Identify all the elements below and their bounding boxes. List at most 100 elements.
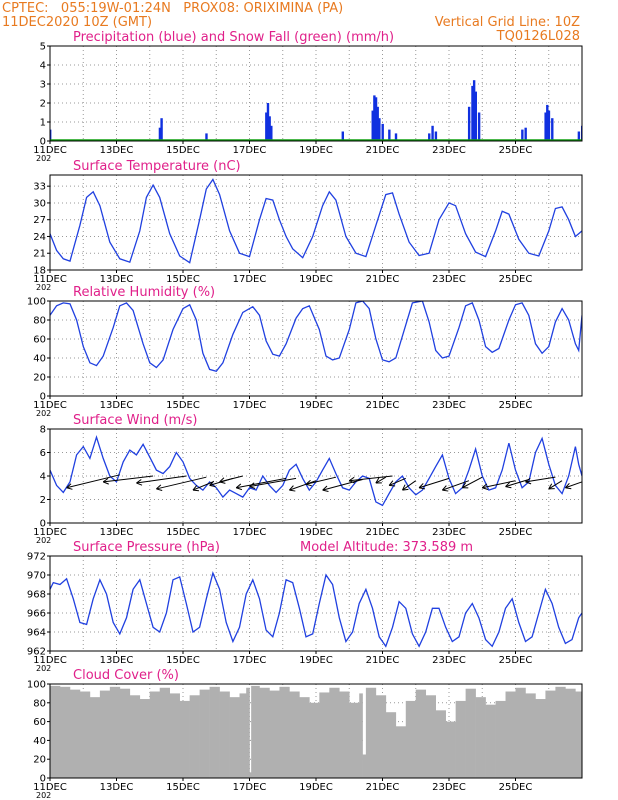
cloud-bar — [169, 693, 180, 778]
y-tick-label: 30 — [33, 198, 46, 209]
series-wind — [50, 435, 582, 507]
precip-bar — [268, 116, 271, 141]
y-tick-label: 966 — [27, 609, 46, 620]
x-tick-label: 11DEC — [33, 400, 67, 411]
x-tick-label: 25DEC — [499, 527, 533, 538]
cloud-bar — [219, 691, 230, 778]
y-tick-label: 970 — [27, 571, 46, 582]
cloud-bar — [339, 691, 350, 778]
cloud-bar — [329, 687, 340, 778]
cloud-bar — [251, 685, 260, 778]
precip-bar — [158, 127, 162, 141]
wind-arrow-head — [461, 482, 467, 489]
wind-arrow-head — [305, 479, 311, 485]
wind-arrow — [156, 476, 207, 490]
wind-arrow-head — [136, 479, 142, 484]
wind-arrow-head — [349, 480, 355, 484]
wind-arrow-head — [235, 483, 242, 489]
wind-arrow-head — [565, 487, 572, 490]
wind-arrow-head — [289, 485, 294, 491]
cloud-bar — [359, 693, 363, 778]
y-tick-label: 0 — [40, 774, 46, 785]
cloud-bar — [535, 699, 546, 778]
wind-arrow — [482, 480, 516, 489]
y-tick-label: 5 — [40, 42, 46, 53]
cloud-bar — [465, 688, 476, 778]
cloud-bar — [259, 687, 270, 778]
y-tick-label: 2 — [40, 495, 46, 506]
x-year-label: 202 — [36, 791, 51, 800]
x-tick-label: 15DEC — [166, 655, 200, 666]
y-tick-label: 4 — [40, 61, 46, 72]
precip-bar — [467, 106, 471, 141]
wind-arrow — [219, 475, 243, 483]
x-tick-label: 11DEC — [33, 274, 67, 285]
x-tick-label: 17DEC — [233, 782, 267, 793]
x-tick-label: 19DEC — [299, 145, 333, 156]
precip-bar — [371, 110, 374, 141]
header: CPTEC: 055:19W-01:24N PROX08: ORIXIMINA … — [2, 1, 580, 44]
cloud-bar — [50, 685, 61, 778]
x-tick-label: 23DEC — [432, 145, 466, 156]
panel-precip: 0 1 2 3 4 5 11DEC 13DEC 15DEC 17DEC 19DEC 21DEC 23DE… — [33, 30, 583, 163]
cloud-bar — [425, 695, 436, 778]
cloud-bar — [505, 691, 516, 778]
cloud-bar — [319, 692, 330, 778]
cloud-bar — [199, 689, 210, 778]
precip-bar — [577, 131, 581, 141]
cloud-bar — [415, 689, 427, 778]
y-tick-label: 80 — [33, 698, 46, 709]
header-station: CPTEC: 055:19W-01:24N PROX08: ORIXIMINA … — [2, 1, 343, 16]
wind-arrow-head — [192, 489, 199, 492]
cloud-bar — [246, 687, 250, 778]
precip-bar — [546, 104, 549, 141]
precip-bar — [477, 112, 481, 141]
x-tick-label: 23DEC — [432, 400, 466, 411]
x-tick-label: 21DEC — [366, 782, 400, 793]
precip-bar — [160, 118, 163, 141]
wind-arrow-head — [209, 480, 215, 486]
panel-title-wind: Surface Wind (m/s) — [73, 413, 197, 428]
y-tick-label: 40 — [33, 736, 46, 747]
cloud-bar — [385, 712, 397, 778]
wind-arrow-head — [219, 477, 225, 483]
wind-arrow-head — [102, 477, 109, 483]
cloud-bar — [445, 721, 456, 778]
x-tick-label: 15DEC — [166, 274, 200, 285]
wind-arrow — [388, 477, 406, 486]
x-tick-label: 19DEC — [299, 274, 333, 285]
panel-temp: 18 21 24 27 30 33 11DEC 13DEC 15DEC 17DEC 19DEC 21D… — [33, 159, 583, 292]
wind-arrow-head — [418, 483, 424, 489]
wind-arrow — [375, 476, 387, 484]
cloud-bar — [269, 690, 280, 778]
wind-arrow-head — [305, 483, 312, 487]
precip-bar — [341, 131, 344, 141]
cloud-bar — [365, 687, 377, 778]
precip-bar — [270, 125, 273, 141]
wind-arrow — [349, 475, 393, 482]
series-pres — [50, 571, 582, 648]
x-tick-label: 23DEC — [432, 527, 466, 538]
wind-arrow-head — [289, 489, 296, 492]
wind-arrow-head — [375, 477, 380, 484]
panel-cloud: 0 20 40 60 80 100 11DEC 13DEC 15DEC 17DEC 19DEC 21D… — [27, 668, 583, 800]
precip-bar — [472, 80, 476, 141]
wind-arrow — [236, 477, 287, 489]
x-tick-label: 25DEC — [499, 782, 533, 793]
x-tick-label: 17DEC — [233, 527, 267, 538]
series-line-pres — [50, 571, 582, 648]
x-tick-label: 17DEC — [233, 274, 267, 285]
precip-bar — [373, 95, 376, 141]
wind-arrow-head — [322, 485, 328, 491]
x-tick-label: 19DEC — [299, 400, 333, 411]
y-tick-label: 3 — [40, 80, 46, 91]
cloud-bar — [435, 710, 446, 778]
cloud-bar — [209, 686, 220, 778]
cloud-bar — [362, 754, 367, 778]
wind-arrow — [192, 481, 214, 491]
wind-arrow-head — [348, 476, 355, 482]
wind-arrow — [505, 479, 529, 488]
wind-arrow — [136, 475, 187, 484]
x-year-label: 202 — [36, 154, 51, 163]
